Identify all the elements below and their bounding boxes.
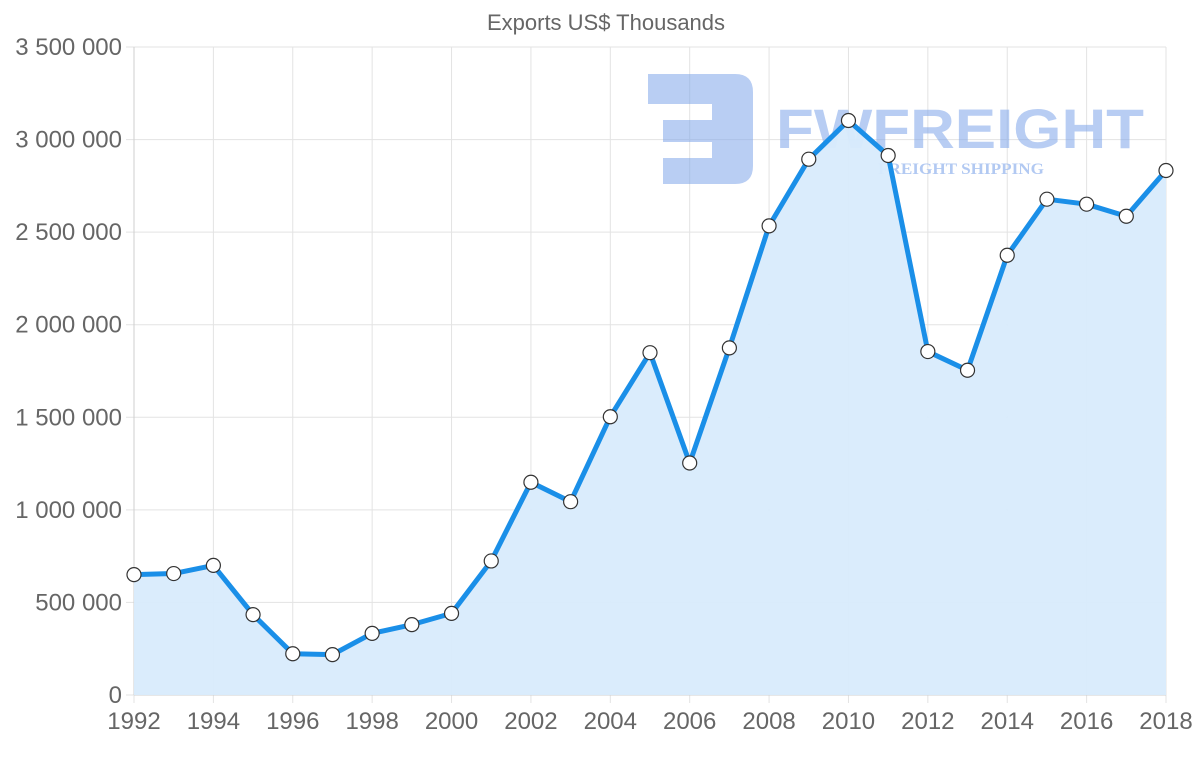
data-point-2001[interactable] [483, 553, 499, 569]
x-tick-label: 2016 [1060, 708, 1113, 735]
data-point-1993[interactable] [166, 565, 182, 582]
data-point-1998[interactable] [364, 625, 380, 641]
data-point-2013[interactable] [959, 362, 976, 378]
data-point-1994[interactable] [205, 557, 221, 574]
x-tick-label: 2004 [584, 708, 637, 735]
data-point-2012[interactable] [920, 343, 936, 360]
x-tick-label: 2010 [822, 708, 875, 735]
data-points [126, 112, 1174, 663]
data-point-1996[interactable] [285, 646, 301, 662]
x-tick-label: 2000 [425, 708, 478, 735]
data-point-1997[interactable] [324, 647, 341, 663]
brand-logo-icon [648, 74, 753, 184]
series-area-fill [134, 120, 1166, 696]
y-tick-label: 1 500 000 [15, 404, 122, 431]
data-point-2016[interactable] [1079, 196, 1095, 212]
data-point-2007[interactable] [721, 340, 737, 356]
y-tick-label: 3 000 000 [15, 127, 122, 154]
y-tick-label: 3 500 000 [15, 34, 122, 61]
data-point-2006[interactable] [682, 455, 698, 471]
data-point-2005[interactable] [642, 345, 658, 361]
x-tick-label: 2002 [504, 708, 557, 735]
watermark-logo: FWFREIGHT FREIGHT SHIPPING [648, 74, 1144, 184]
y-tick-label: 2 500 000 [15, 219, 122, 246]
data-point-2000[interactable] [443, 605, 460, 621]
data-point-2015[interactable] [1039, 191, 1055, 207]
data-point-2004[interactable] [602, 409, 618, 425]
data-point-2010[interactable] [840, 112, 857, 129]
watermark-tagline: FREIGHT SHIPPING [878, 161, 1045, 178]
data-point-1992[interactable] [126, 567, 142, 583]
x-tick-label: 1996 [266, 708, 319, 735]
x-tick-label: 2018 [1139, 708, 1192, 735]
data-point-2017[interactable] [1118, 208, 1134, 224]
y-axis-ticks: 0 500 000 1 000 000 1 500 000 2 000 000 2 500… [15, 34, 122, 709]
x-tick-label: 2006 [663, 708, 716, 735]
x-tick-label: 1994 [187, 708, 240, 735]
y-tick-label: 2 000 000 [15, 312, 122, 339]
data-point-2008[interactable] [761, 218, 777, 234]
data-point-2002[interactable] [523, 474, 539, 490]
data-point-2018[interactable] [1158, 162, 1174, 179]
x-tick-label: 1998 [345, 708, 398, 735]
x-tick-label: 1992 [107, 708, 160, 735]
chart-title: Exports US$ Thousands [487, 10, 725, 35]
data-point-2014[interactable] [999, 247, 1015, 263]
x-tick-label: 2014 [981, 708, 1034, 735]
data-point-1999[interactable] [404, 617, 420, 633]
data-point-1995[interactable] [245, 607, 261, 623]
y-tick-label: 0 [109, 682, 122, 709]
x-tick-label: 2012 [901, 708, 954, 735]
x-axis-ticks: 1992 1994 1996 1998 2000 2002 2004 2006 2008 2010… [107, 708, 1192, 735]
y-tick-label: 500 000 [35, 589, 122, 616]
y-tick-label: 1 000 000 [15, 497, 122, 524]
data-point-2011[interactable] [880, 147, 896, 164]
data-point-2003[interactable] [563, 494, 579, 510]
x-tick-label: 2008 [742, 708, 795, 735]
data-point-2009[interactable] [801, 151, 817, 167]
